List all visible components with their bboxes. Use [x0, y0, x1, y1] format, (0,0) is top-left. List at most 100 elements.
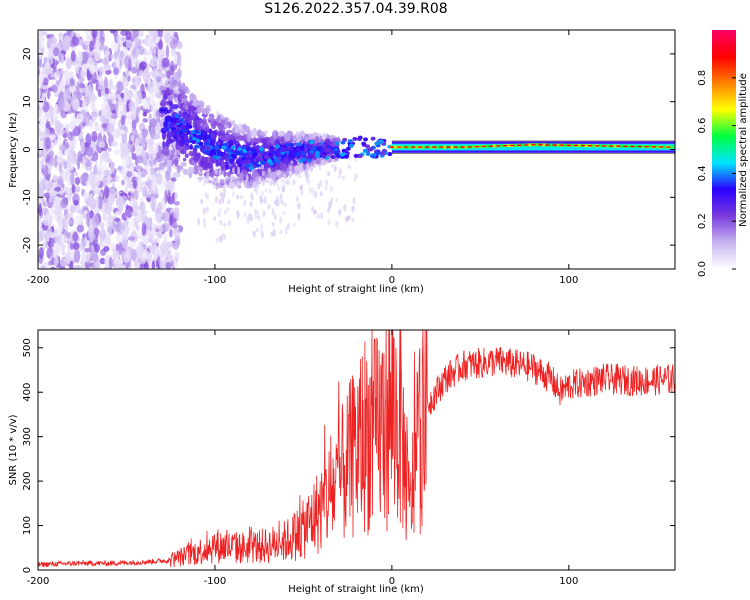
spectrogram-cell — [202, 207, 206, 215]
spectrogram-cell — [222, 124, 229, 128]
spectrogram-cell — [120, 143, 129, 156]
spectrogram-cell — [168, 100, 173, 105]
spectrogram-cell — [54, 119, 61, 133]
spectrogram-cell — [252, 230, 256, 238]
spectrogram-cell — [159, 162, 165, 171]
spectrogram-cell — [131, 30, 139, 39]
spectrogram-cell — [220, 192, 224, 198]
spectrogram-cell — [334, 220, 338, 227]
spectrogram-cell — [149, 167, 156, 176]
spectrogram-cell — [488, 145, 494, 147]
spectrogram-cell — [192, 102, 197, 107]
spectrogram-cell — [89, 181, 98, 189]
spectrogram-cell — [80, 265, 84, 269]
spectrogram-cell — [99, 228, 107, 241]
spectrogram-cell — [594, 144, 600, 147]
spectrogram-cell — [44, 61, 51, 70]
spectrogram-cell — [107, 194, 115, 206]
spectrogram-cell — [267, 152, 273, 157]
spectrogram-cell — [509, 144, 515, 147]
snr-plot-area — [38, 330, 675, 570]
spectrogram-cell — [237, 147, 243, 152]
spectrogram-cell — [396, 146, 402, 148]
spectrogram-cell — [123, 87, 130, 102]
spectrogram-cell — [138, 45, 145, 56]
spectrogram-cell — [262, 211, 266, 218]
spectrogram-cell — [166, 151, 170, 156]
spectrogram-cell — [94, 170, 101, 176]
spectrogram-cell — [161, 57, 170, 68]
spectrogram-cell — [170, 260, 174, 267]
spectrogram-cell — [80, 140, 85, 155]
spectrogram-cell — [170, 177, 177, 182]
spectrogram-cell — [132, 179, 137, 189]
spectrogram-cell — [196, 119, 203, 126]
spectrogram-cell — [308, 134, 314, 141]
spectrogram-cell — [54, 186, 62, 192]
spectrogram-cell — [637, 145, 643, 148]
spectrogram-cell — [139, 61, 147, 71]
spectrogram-cell — [343, 204, 347, 212]
spectrogram-cell — [165, 44, 170, 59]
spectrogram-cell — [135, 155, 144, 164]
spectrogram-cell — [212, 120, 217, 124]
spectrogram-cell — [65, 123, 70, 134]
spectrogram-cell — [54, 227, 60, 238]
spectrogram-cell — [38, 179, 47, 192]
spectrogram-cell — [227, 121, 232, 129]
spectrogram-cell — [46, 197, 50, 203]
spectrogram-cell — [165, 169, 171, 182]
spectrogram-cell — [154, 87, 161, 93]
spectrogram-cell — [257, 215, 261, 221]
spectrogram-cell — [102, 213, 106, 221]
spectrogram-cell — [289, 165, 293, 171]
snr-chart: -200 -100 0 100 0 100 200 300 400 500 Height of … — [8, 329, 676, 595]
spectrogram-cell — [289, 154, 295, 159]
spectrogram-cell — [221, 232, 225, 237]
spectrogram-cell — [64, 253, 71, 264]
spectrogram-cell — [651, 145, 657, 148]
spectrogram-cell — [263, 196, 267, 205]
spectrogram-cell — [72, 241, 80, 251]
spectrogram-cell — [237, 129, 244, 133]
spectrogram-cell — [219, 219, 223, 226]
spectrogram-cell — [325, 147, 331, 152]
spectrogram-cell — [375, 150, 381, 155]
spectrogram-cell — [319, 191, 323, 197]
spectrogram-cell — [177, 60, 182, 68]
spectrogram-cell — [233, 176, 237, 181]
spectrogram-cell — [60, 198, 68, 209]
spectrogram-cell — [138, 70, 144, 76]
spectrogram-cell — [135, 225, 140, 230]
spectrogram-cell — [48, 150, 55, 158]
spectrogram-cell — [129, 113, 137, 121]
spectrogram-cell — [147, 164, 151, 179]
spectrogram-cell — [183, 135, 189, 140]
spectrogram-cell — [357, 153, 363, 158]
spectrogram-cell — [530, 143, 536, 146]
spectrogram-cell — [91, 214, 100, 229]
spectrogram-cell — [182, 104, 189, 109]
spectrogram-cell — [127, 110, 131, 125]
spectrogram-cell — [159, 108, 167, 112]
spectrogram-cell — [295, 147, 301, 152]
spectrogram-cell — [64, 142, 70, 150]
spectrogram-cell — [289, 142, 295, 147]
spectrogram-cell — [389, 146, 395, 148]
spectrogram-cell — [245, 174, 249, 181]
spectrogram-cell — [189, 92, 196, 101]
spectrogram-cell — [481, 145, 487, 148]
spectrogram-cell — [352, 196, 356, 205]
spectrogram-cell — [300, 164, 304, 173]
spectrogram-cell — [315, 135, 319, 143]
spectrogram-cell — [267, 168, 271, 174]
spectrogram-cell — [153, 237, 161, 244]
spectrogram-cell — [272, 133, 278, 140]
spectrogram-cell — [173, 227, 178, 234]
spectrogram-cell — [38, 97, 45, 108]
spectrogram-cell — [70, 173, 75, 186]
spectrogram-cell — [57, 136, 62, 147]
spectrogram-cell — [120, 265, 124, 269]
spectrogram-cell — [347, 164, 351, 170]
spectrogram-cell — [168, 84, 173, 90]
